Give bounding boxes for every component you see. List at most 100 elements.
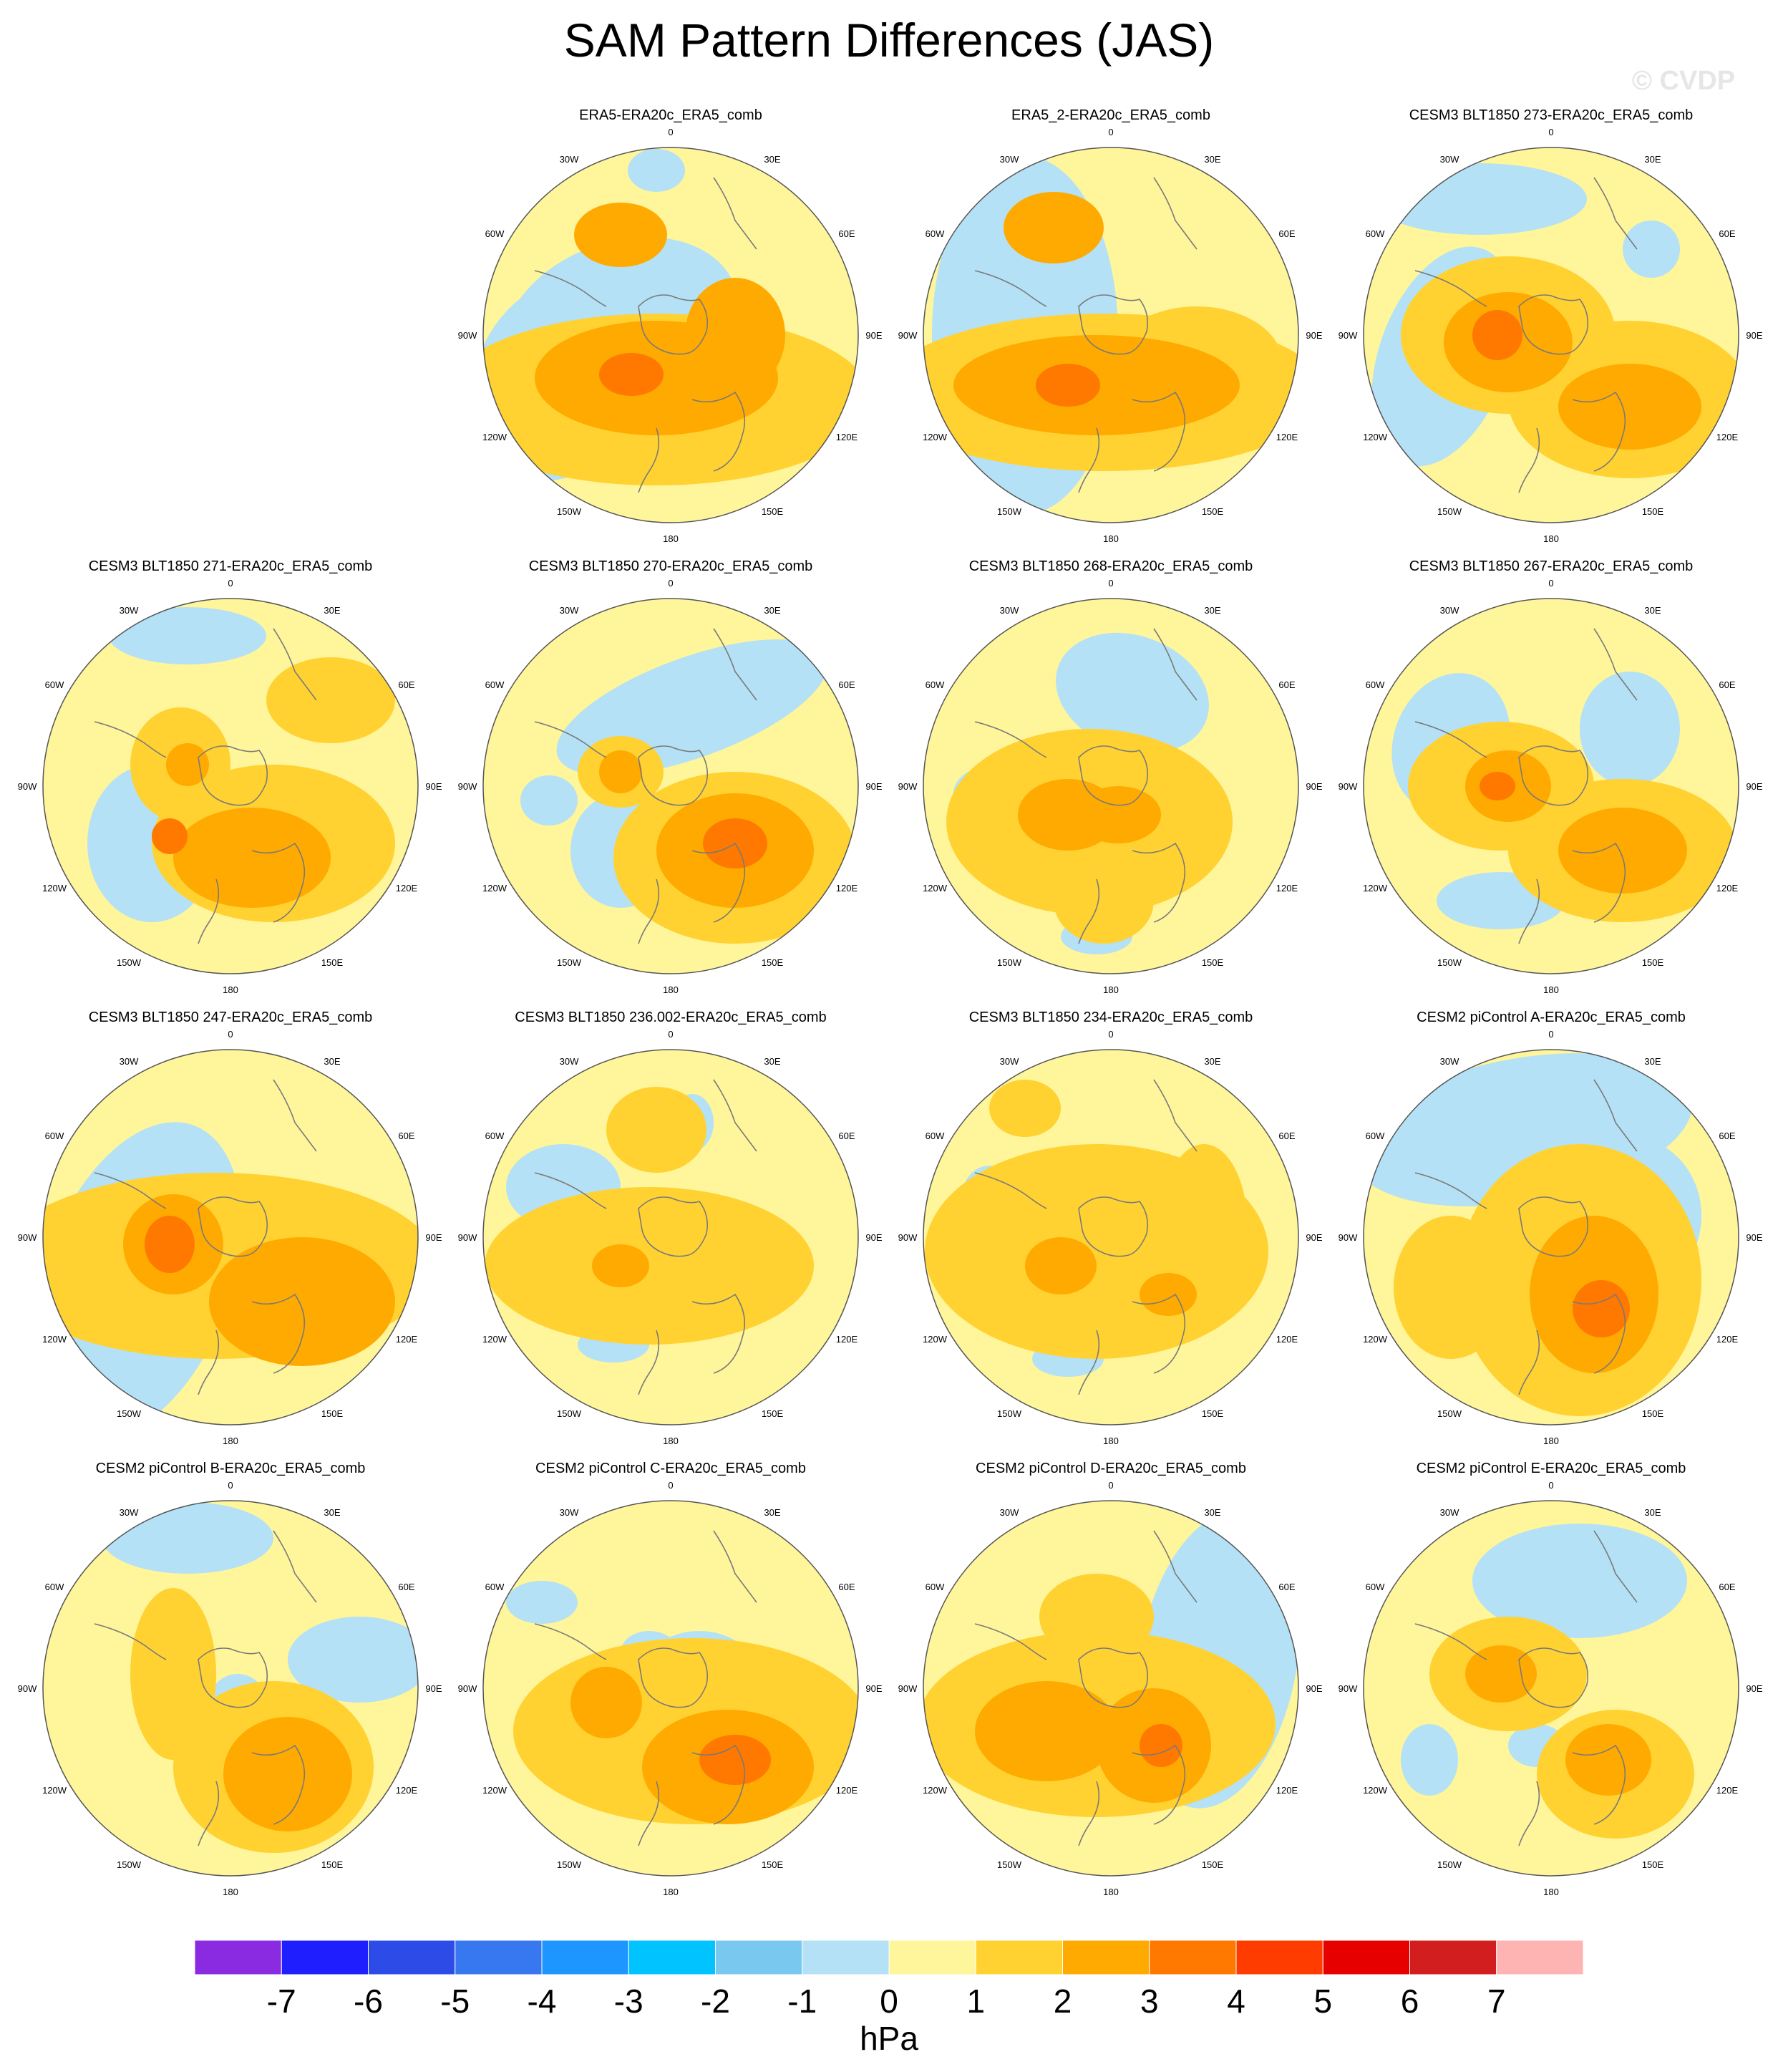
coastline bbox=[1593, 628, 1638, 701]
coastline bbox=[1078, 1196, 1149, 1257]
longitude-label: 120W bbox=[482, 1785, 507, 1796]
longitude-label: 150E bbox=[321, 1859, 344, 1870]
longitude-label: 150E bbox=[762, 957, 784, 968]
map-border bbox=[482, 598, 859, 974]
map-panel: CESM2 piControl C-ERA20c_ERA5_comb 0 30E 60… bbox=[449, 1461, 893, 1912]
colorbar-swatch bbox=[541, 1940, 629, 1975]
longitude-label: 120W bbox=[923, 1334, 948, 1345]
longitude-label: 180 bbox=[1543, 533, 1559, 544]
coastline bbox=[1078, 294, 1149, 355]
longitude-label: 0 bbox=[1108, 1480, 1113, 1491]
longitude-label: 180 bbox=[1543, 984, 1559, 995]
colorbar-swatch bbox=[975, 1940, 1063, 1975]
coastline bbox=[1414, 1623, 1487, 1660]
longitude-label: 30E bbox=[1204, 605, 1220, 616]
longitude-label: 120W bbox=[482, 883, 507, 894]
polar-map: 0 30E 60E 90E 120E 150E 180 150W 120W 90W 60W 30W bbox=[18, 1029, 442, 1446]
longitude-label: 150W bbox=[997, 1408, 1022, 1419]
longitude-label: 60W bbox=[485, 1582, 505, 1592]
longitude-label: 120E bbox=[1276, 883, 1298, 894]
longitude-label: 0 bbox=[1108, 1029, 1113, 1040]
contour-region bbox=[1472, 1524, 1687, 1638]
contour-region bbox=[266, 657, 395, 743]
longitude-label: 0 bbox=[1548, 1480, 1553, 1491]
map-panel: CESM3 BLT1850 236.002-ERA20c_ERA5_comb 0 3… bbox=[449, 1010, 893, 1461]
map-panel: CESM3 BLT1850 268-ERA20c_ERA5_comb 0 30E 60… bbox=[889, 558, 1333, 1010]
contour-region bbox=[975, 1681, 1118, 1781]
longitude-label: 90E bbox=[1306, 330, 1322, 341]
colorbar-swatch bbox=[1235, 1940, 1323, 1975]
contour-region bbox=[1558, 808, 1687, 894]
coastline bbox=[713, 1530, 757, 1603]
longitude-label: 0 bbox=[1548, 1029, 1553, 1040]
longitude-label: 150E bbox=[1202, 506, 1224, 517]
longitude-label: 90W bbox=[1339, 1683, 1358, 1694]
colorbar-swatch bbox=[1149, 1940, 1237, 1975]
coastline bbox=[638, 878, 660, 944]
coastline bbox=[974, 721, 1047, 758]
longitude-label: 60W bbox=[926, 1582, 945, 1592]
longitude-label: 0 bbox=[228, 1480, 233, 1491]
longitude-label: 120E bbox=[836, 883, 858, 894]
longitude-label: 90E bbox=[1306, 781, 1322, 792]
colorbar-swatch bbox=[1322, 1940, 1410, 1975]
longitude-label: 120E bbox=[836, 1785, 858, 1796]
coastline bbox=[251, 1744, 306, 1825]
map-panel: ERA5-ERA20c_ERA5_comb 0 30E 60E 90E 120E 150E 1… bbox=[449, 107, 893, 558]
map-panel: CESM2 piControl D-ERA20c_ERA5_comb 0 30E 60… bbox=[889, 1461, 1333, 1912]
colorbar-tick-label: 3 bbox=[1140, 1983, 1159, 2020]
longitude-label: 30E bbox=[764, 605, 780, 616]
polar-map: 0 30E 60E 90E 120E 150E 180 150W 120W 90W 60W 30W bbox=[898, 1480, 1323, 1897]
map-panel: CESM3 BLT1850 270-ERA20c_ERA5_comb 0 30E 60… bbox=[449, 558, 893, 1010]
coastline bbox=[974, 1623, 1047, 1660]
colorbar-swatch bbox=[1496, 1940, 1583, 1975]
longitude-label: 30E bbox=[324, 605, 340, 616]
longitude-label: 120W bbox=[1363, 1785, 1388, 1796]
coastline bbox=[94, 721, 167, 758]
longitude-label: 180 bbox=[663, 984, 679, 995]
contour-region bbox=[173, 808, 331, 908]
longitude-label: 30W bbox=[120, 1507, 139, 1518]
colorbar bbox=[195, 1940, 1583, 1975]
longitude-label: 120W bbox=[923, 432, 948, 442]
coastline bbox=[1518, 1196, 1589, 1257]
map-border bbox=[1363, 598, 1739, 974]
contour-region bbox=[1054, 858, 1154, 944]
coastline bbox=[1572, 1744, 1626, 1825]
longitude-label: 90W bbox=[898, 330, 918, 341]
longitude-label: 90E bbox=[865, 781, 882, 792]
colorbar-swatch bbox=[802, 1940, 890, 1975]
longitude-label: 90W bbox=[18, 1683, 37, 1694]
colorbar-tick-label: -1 bbox=[787, 1983, 817, 2020]
coastline bbox=[1078, 427, 1100, 493]
longitude-label: 30W bbox=[1000, 605, 1019, 616]
longitude-label: 0 bbox=[1548, 578, 1553, 589]
coastline bbox=[1518, 1647, 1589, 1708]
longitude-label: 120E bbox=[1276, 1785, 1298, 1796]
longitude-label: 150W bbox=[557, 957, 582, 968]
longitude-label: 150E bbox=[1642, 957, 1664, 968]
colorbar-swatch bbox=[715, 1940, 803, 1975]
coastline bbox=[198, 1781, 220, 1846]
longitude-label: 150E bbox=[762, 1408, 784, 1419]
longitude-label: 60W bbox=[485, 228, 505, 239]
longitude-label: 90W bbox=[18, 1232, 37, 1243]
contour-region bbox=[628, 149, 685, 192]
contour-region bbox=[1394, 1216, 1508, 1359]
longitude-label: 150W bbox=[557, 506, 582, 517]
longitude-label: 150E bbox=[1202, 1408, 1224, 1419]
map-border bbox=[923, 1500, 1299, 1877]
coastline bbox=[1593, 1079, 1638, 1152]
longitude-label: 90E bbox=[425, 781, 442, 792]
contour-region bbox=[1036, 364, 1100, 407]
longitude-label: 60W bbox=[926, 679, 945, 690]
coastline bbox=[638, 1330, 660, 1395]
longitude-label: 120E bbox=[836, 1334, 858, 1345]
longitude-label: 60W bbox=[485, 679, 505, 690]
colorbar-tick-label: 6 bbox=[1400, 1983, 1419, 2020]
coastline bbox=[1132, 842, 1186, 923]
colorbar-tick-label: -2 bbox=[701, 1983, 730, 2020]
map-border bbox=[482, 1049, 859, 1425]
map-panel: CESM3 BLT1850 273-ERA20c_ERA5_comb 0 30E 60… bbox=[1329, 107, 1773, 558]
longitude-label: 120W bbox=[1363, 883, 1388, 894]
